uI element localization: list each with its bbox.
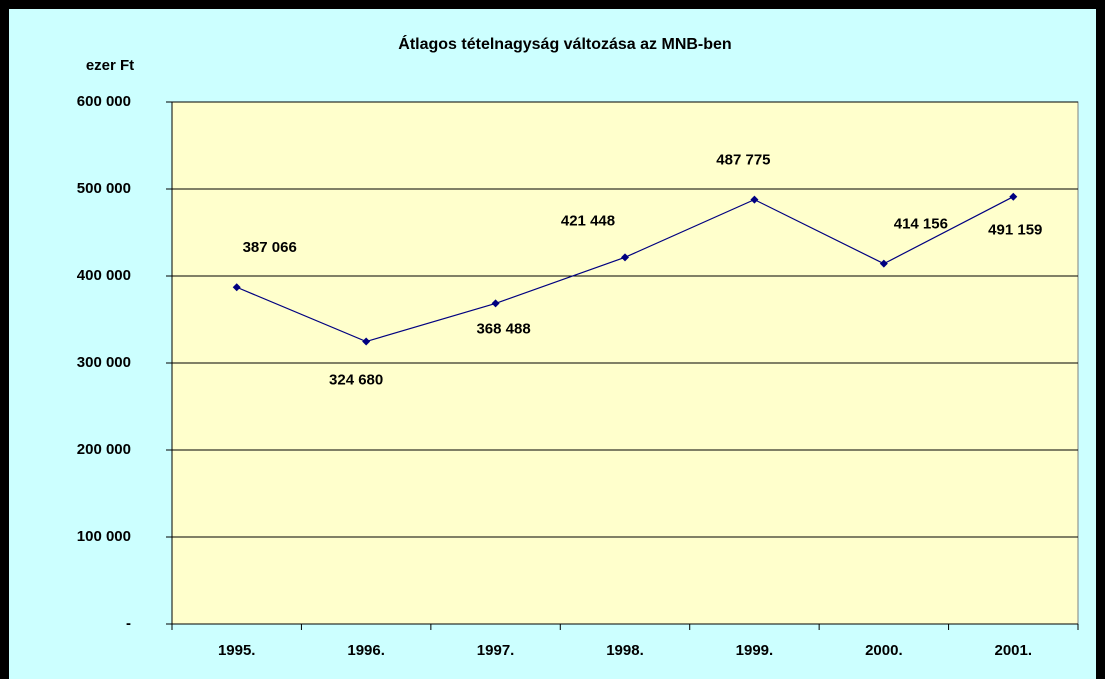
x-tick-label: 1998. (606, 642, 644, 659)
x-tick-label: 2000. (865, 642, 903, 659)
y-tick-label: - (126, 615, 131, 632)
data-label: 387 066 (243, 239, 297, 256)
marker (232, 283, 241, 292)
y-tick-label: 600 000 (77, 93, 131, 110)
x-tick-label: 1996. (347, 642, 385, 659)
y-tick-label: 200 000 (77, 441, 131, 458)
data-label: 368 488 (476, 320, 530, 337)
marker (491, 299, 500, 308)
marker (750, 195, 759, 204)
data-label: 421 448 (561, 212, 615, 229)
y-tick-label: 400 000 (77, 267, 131, 284)
marker (621, 253, 629, 262)
x-tick-label: 2001. (995, 642, 1033, 659)
marker (362, 337, 371, 346)
data-label: 487 775 (716, 152, 770, 169)
x-tick-label: 1995. (218, 642, 256, 659)
y-tick-label: 300 000 (77, 354, 131, 371)
data-label: 491 159 (988, 222, 1042, 239)
y-axis-label: ezer Ft (86, 57, 134, 74)
chart-title: Átlagos tételnagyság változása az MNB-be… (398, 34, 731, 53)
marker (879, 259, 888, 268)
y-tick-label: 500 000 (77, 180, 131, 197)
marker (1009, 192, 1018, 201)
x-tick-label: 1999. (736, 642, 774, 659)
y-tick-label: 100 000 (77, 528, 131, 545)
data-label: 414 156 (894, 216, 948, 233)
x-tick-label: 1997. (477, 642, 515, 659)
data-label: 324 680 (329, 371, 383, 388)
